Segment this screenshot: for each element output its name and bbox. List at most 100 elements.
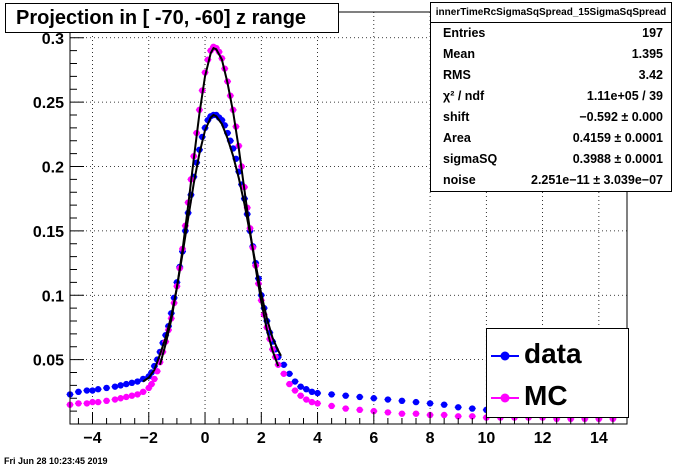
series-mc-point	[103, 397, 110, 405]
stats-value: 2.251e−11 ± 3.039e−07	[531, 173, 663, 187]
x-tick-label: 10	[477, 430, 495, 447]
stats-value: 3.42	[638, 68, 663, 82]
series-data-point	[308, 388, 316, 396]
series-mc-point	[94, 398, 102, 406]
legend-label-mc: MC	[524, 380, 568, 411]
stats-row: RMS 3.42	[431, 65, 671, 86]
x-tick-label: −4	[83, 430, 101, 447]
x-tick-label: 2	[257, 430, 266, 447]
stats-value: 1.395	[631, 47, 663, 61]
legend-entry-mc: MC	[487, 376, 628, 416]
y-tick-label: 0.1	[42, 288, 64, 305]
series-mc-point	[148, 380, 155, 388]
series-mc-point	[286, 380, 293, 388]
series-mc-point	[134, 391, 141, 398]
series-data-point	[83, 387, 91, 394]
series-data-point	[342, 392, 349, 399]
series-mc-point	[398, 410, 406, 417]
series-mc-point	[89, 398, 96, 406]
series-mc-point	[139, 388, 147, 396]
x-tick-label: 12	[534, 430, 552, 447]
series-data-point	[455, 404, 462, 411]
series-data-point	[356, 393, 363, 401]
series-mc-point	[117, 395, 124, 402]
stats-row: χ² / ndf 1.11e+05 / 39	[431, 86, 671, 107]
stats-label: noise	[443, 173, 476, 187]
stats-label: Area	[443, 131, 471, 145]
series-data-point	[280, 361, 287, 368]
series-data-point	[291, 378, 299, 385]
series-data-point	[303, 386, 310, 393]
fit-curve	[142, 113, 282, 383]
series-mc-point	[370, 407, 378, 415]
y-tick-label: 0.25	[33, 95, 64, 112]
series-mc-point	[412, 410, 420, 417]
series-data-point	[134, 378, 141, 385]
series-data-point	[370, 395, 378, 402]
series-mc-point	[314, 400, 321, 407]
stats-row: noise 2.251e−11 ± 3.039e−07	[431, 170, 671, 191]
legend: data MC	[486, 328, 629, 418]
stats-row: sigmaSQ 0.3988 ± 0.0001	[431, 149, 671, 170]
series-mc-point	[297, 392, 304, 399]
series-mc-point	[111, 396, 119, 403]
series-mc-point	[384, 409, 392, 416]
series-data-point	[384, 396, 392, 403]
stats-row: Area 0.4159 ± 0.0001	[431, 128, 671, 149]
series-mc-point	[303, 396, 310, 403]
x-tick-label: −2	[140, 430, 158, 447]
series-mc-point	[356, 406, 363, 414]
legend-marker-mc	[491, 393, 519, 403]
series-data-point	[286, 370, 293, 377]
chart-title-text: Projection in [ -70, -60] z range	[16, 6, 307, 29]
series-data-point	[75, 388, 82, 396]
series-data-point	[398, 397, 406, 405]
stats-label: χ² / ndf	[443, 89, 485, 103]
series-data-point	[111, 383, 119, 390]
stats-label: sigmaSQ	[443, 152, 498, 166]
x-tick-label: 0	[201, 430, 210, 447]
legend-marker-data	[491, 351, 519, 361]
y-tick-label: 0.05	[33, 353, 64, 370]
series-mc-point	[455, 413, 462, 420]
series-mc-point	[469, 413, 476, 420]
series-data-point	[297, 383, 304, 390]
stats-label: Entries	[443, 26, 486, 40]
series-mc-point	[128, 392, 136, 399]
series-mc-point	[440, 411, 448, 419]
legend-entry-data: data	[487, 334, 628, 374]
stats-row: shift −0.592 ± 0.000	[431, 107, 671, 128]
series-mc-point	[154, 368, 161, 375]
series-mc-point	[280, 370, 287, 377]
x-tick-label: 6	[369, 430, 378, 447]
timestamp: Fri Jun 28 10:23:45 2019	[4, 456, 108, 466]
series-data-point	[123, 380, 130, 388]
y-tick-label: 0.2	[42, 160, 64, 177]
stats-label: shift	[443, 110, 470, 124]
series-mc-point	[291, 387, 299, 394]
stats-value: 0.3988 ± 0.0001	[572, 152, 663, 166]
series-mc-point	[308, 398, 316, 406]
chart-title: Projection in [ -70, -60] z range	[5, 3, 339, 33]
stats-value: 1.11e+05 / 39	[586, 89, 663, 103]
legend-label-data: data	[524, 338, 582, 369]
series-data-point	[128, 379, 136, 386]
series-data-point	[94, 386, 102, 393]
stats-row: Entries 197	[431, 23, 671, 44]
series-data-point	[469, 405, 476, 412]
y-tick-label: 0.15	[33, 224, 64, 241]
stats-label: RMS	[443, 68, 471, 82]
series-mc-point	[151, 375, 158, 383]
fit-curve	[159, 46, 280, 367]
series-data-point	[426, 400, 434, 407]
series-data-point	[314, 389, 321, 397]
stats-row: Mean 1.395	[431, 44, 671, 65]
series-mc-point	[75, 400, 82, 407]
stats-value: −0.592 ± 0.000	[579, 110, 663, 124]
series-data-point	[440, 401, 448, 408]
stats-label: Mean	[443, 47, 475, 61]
series-data-point	[328, 391, 335, 398]
series-mc-point	[83, 400, 91, 407]
series-mc-point	[342, 405, 349, 412]
